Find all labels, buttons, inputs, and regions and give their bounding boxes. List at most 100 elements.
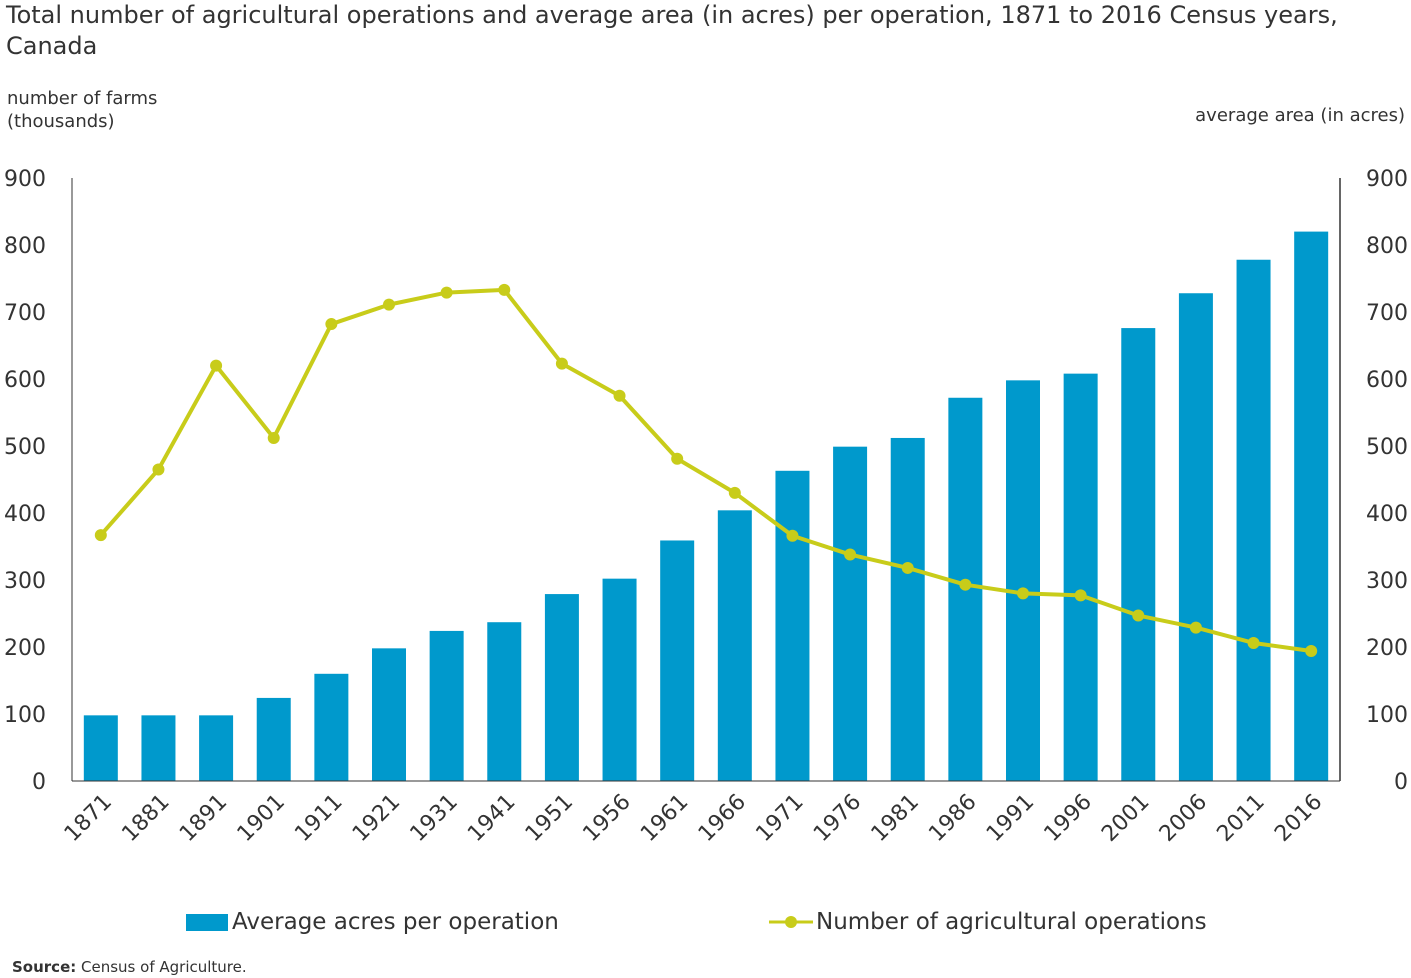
bar-1956	[602, 578, 637, 781]
y-right-tick-300: 300	[1366, 569, 1408, 594]
point-1961	[671, 452, 684, 465]
farms-line	[99, 287, 1312, 654]
x-tick-1901: 1901	[233, 790, 290, 847]
point-1966	[728, 486, 741, 499]
x-tick-1921: 1921	[348, 790, 405, 847]
legend-item-line: Number of agricultural operations	[768, 905, 1207, 939]
x-tick-2006: 2006	[1155, 790, 1212, 847]
y-left-tick-800: 800	[4, 234, 46, 259]
point-2001	[1132, 609, 1145, 622]
point-2006	[1189, 621, 1202, 634]
bar-1871	[83, 715, 118, 781]
y-left-tick-500: 500	[4, 435, 46, 460]
x-tick-1871: 1871	[60, 790, 117, 847]
x-tick-1891: 1891	[175, 790, 232, 847]
bar-1931	[429, 630, 464, 781]
bar-1951	[544, 594, 579, 781]
bar-1966	[717, 510, 752, 781]
point-1901	[267, 431, 280, 444]
point-1941	[498, 283, 511, 296]
y-axis-left-title: number of farms (thousands)	[7, 88, 158, 132]
legend-line-label: Number of agricultural operations	[816, 909, 1207, 935]
x-tick-1941: 1941	[463, 790, 520, 847]
point-1911	[325, 318, 338, 331]
x-tick-1951: 1951	[521, 790, 578, 847]
bar-1891	[199, 715, 234, 781]
x-tick-1996: 1996	[1040, 790, 1097, 847]
y-right-tick-800: 800	[1366, 234, 1408, 259]
bar-1961	[660, 540, 695, 781]
chart-title: Total number of agricultural operations …	[6, 1, 1338, 60]
y-right-tick-700: 700	[1366, 301, 1408, 326]
point-1976	[844, 548, 857, 561]
bar-1981	[890, 437, 925, 781]
point-1891	[210, 359, 223, 372]
bar-1971	[775, 470, 810, 781]
y-axis-right-title: average area (in acres)	[1195, 105, 1405, 126]
x-tick-1976: 1976	[809, 790, 866, 847]
point-1981	[901, 561, 914, 574]
bar-1991	[1006, 380, 1040, 781]
line-series	[94, 283, 1318, 658]
x-tick-1991: 1991	[982, 790, 1039, 847]
point-1881	[152, 463, 165, 476]
x-tick-1881: 1881	[117, 790, 174, 847]
x-tick-2016: 2016	[1270, 790, 1327, 847]
bar-1911	[314, 673, 349, 781]
y-left-tick-200: 200	[4, 636, 46, 661]
y-left-tick-700: 700	[4, 301, 46, 326]
bar-1976	[833, 446, 868, 781]
bar-1941	[487, 622, 522, 781]
x-tick-1981: 1981	[867, 790, 924, 847]
point-1931	[440, 286, 453, 299]
source-label: Source:	[12, 958, 77, 976]
point-1986	[959, 578, 972, 591]
y-right-tick-0: 0	[1394, 770, 1408, 795]
x-tick-2001: 2001	[1097, 790, 1154, 847]
y-left-tick-600: 600	[4, 368, 46, 393]
y-left-tick-400: 400	[4, 502, 46, 527]
y-left-tick-100: 100	[4, 703, 46, 728]
point-2011	[1247, 636, 1260, 649]
bar-1881	[141, 715, 176, 781]
bar-1996	[1063, 373, 1098, 781]
x-tick-1961: 1961	[636, 790, 693, 847]
legend-line-swatch	[769, 916, 813, 928]
source-text: Census of Agriculture.	[81, 958, 247, 976]
y-left-tick-300: 300	[4, 569, 46, 594]
source-note: Source: Census of Agriculture.	[12, 958, 247, 976]
y-right-tick-600: 600	[1366, 368, 1408, 393]
y-right-tick-200: 200	[1366, 636, 1408, 661]
bar-series	[83, 231, 1329, 782]
point-1991	[1017, 587, 1029, 600]
bar-1901	[256, 697, 291, 781]
y-right-tick-900: 900	[1366, 167, 1408, 192]
legend-bars-label: Average acres per operation	[232, 909, 559, 935]
y-left-tick-900: 900	[4, 167, 46, 192]
x-tick-1966: 1966	[694, 790, 751, 847]
point-2016	[1305, 645, 1318, 658]
y-right-tick-500: 500	[1366, 435, 1408, 460]
legend-item-bars: Average acres per operation	[186, 905, 559, 939]
bar-2001	[1121, 328, 1156, 781]
x-tick-1911: 1911	[290, 790, 347, 847]
y-left-tick-0: 0	[32, 770, 46, 795]
bar-1921	[372, 648, 406, 781]
x-tick-1971: 1971	[751, 790, 808, 847]
point-1996	[1074, 589, 1087, 602]
y-right-tick-400: 400	[1366, 502, 1408, 527]
x-tick-1956: 1956	[579, 790, 636, 847]
point-1871	[94, 529, 107, 542]
point-1971	[786, 529, 799, 542]
point-1956	[613, 389, 626, 402]
x-tick-1986: 1986	[924, 790, 981, 847]
axes	[71, 178, 1341, 782]
point-1921	[383, 298, 395, 311]
y-right-tick-100: 100	[1366, 703, 1408, 728]
x-tick-1931: 1931	[406, 790, 463, 847]
bar-2016	[1294, 231, 1329, 782]
point-1951	[555, 357, 568, 370]
legend-bar-swatch	[186, 913, 228, 931]
x-tick-2011: 2011	[1213, 790, 1270, 847]
